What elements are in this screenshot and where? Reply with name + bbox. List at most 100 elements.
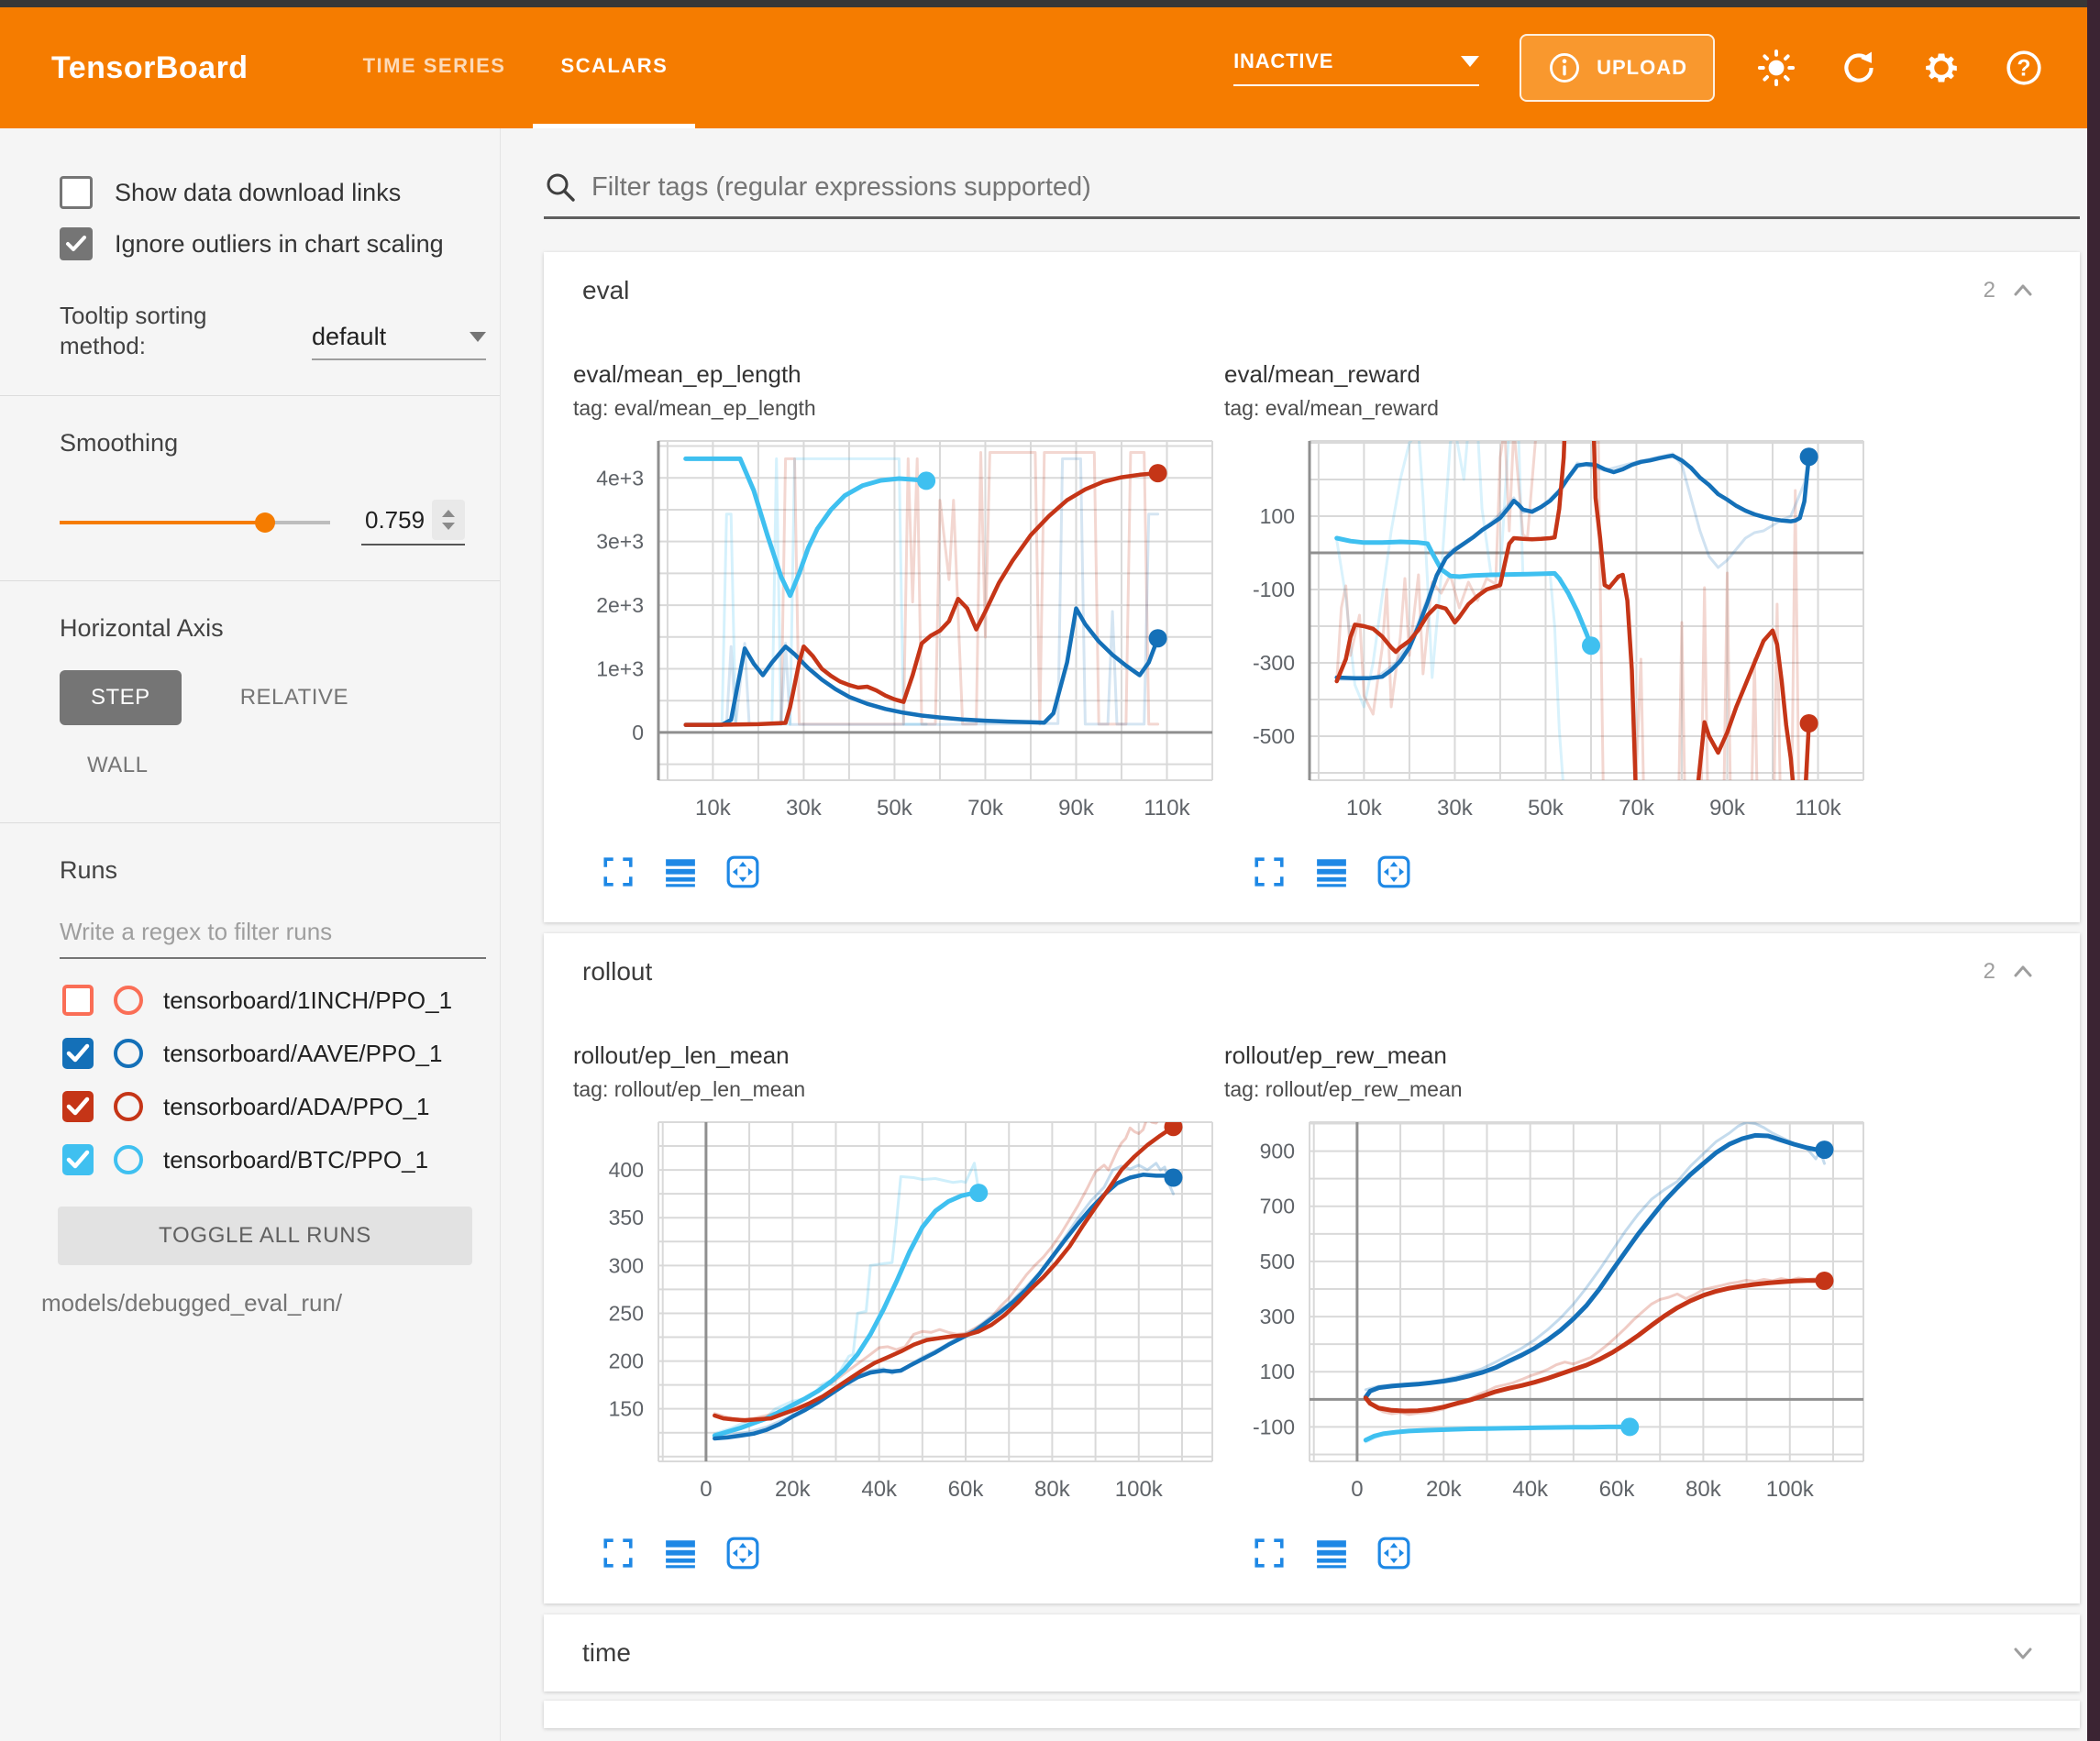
desktop-edge-strip [2087,0,2100,1741]
run-color-circle[interactable] [114,1039,143,1068]
svg-text:110k: 110k [1795,796,1841,821]
line-chart-plot[interactable]: 10k30k50k70k90k110k01e+32e+33e+34e+3 [571,432,1222,849]
info-icon [1547,50,1582,85]
horizontal-axis-heading: Horizontal Axis [60,614,500,643]
svg-text:70k: 70k [967,796,1004,821]
tab-scalars[interactable]: SCALARS [533,7,695,128]
run-checkbox[interactable] [62,985,94,1016]
run-checkbox[interactable] [62,1144,94,1175]
status-dropdown[interactable]: INACTIVE [1233,50,1479,86]
svg-text:10k: 10k [1346,796,1383,821]
section-chart-count: 2 [1984,959,1995,985]
tag-filter-input[interactable] [590,171,2080,204]
log-scale-icon[interactable] [663,1536,698,1570]
tab-time-series[interactable]: TIME SERIES [336,7,534,128]
chart-title: rollout/ep_rew_mean [1224,1041,1873,1070]
chart-title: eval/mean_ep_length [573,360,1222,389]
chart-panel-rollout-ep-rew-mean: rollout/ep_rew_meantag: rollout/ep_rew_m… [1222,1010,1873,1570]
chart-toolbar [601,854,1222,889]
smoothing-slider[interactable] [60,512,330,534]
svg-text:-100: -100 [1253,1415,1295,1438]
series-ada-smoothed [1337,432,1809,849]
fit-domain-icon[interactable] [725,854,760,889]
run-checkbox[interactable] [62,1038,94,1069]
series-aave-raw [1337,454,1809,679]
chart-panel-eval-mean-ep-length: eval/mean_ep_length tag: eval/mean_ep_len… [571,329,1222,889]
tooltip-sorting-dropdown[interactable]: default [312,323,486,360]
run-color-circle[interactable] [114,986,143,1015]
upload-button[interactable]: UPLOAD [1520,34,1715,102]
series-btc-raw [1337,432,1577,849]
tag-filter-bar[interactable] [544,171,2080,219]
charts-row: rollout/ep_len_meantag: rollout/ep_len_m… [544,1010,2080,1603]
section-header-time[interactable]: time [544,1614,2080,1691]
svg-text:100: 100 [1260,1360,1295,1383]
svg-text:40k: 40k [1512,1477,1549,1502]
axis-option-wall[interactable]: WALL [87,744,148,788]
axis-option-relative[interactable]: RELATIVE [209,670,380,725]
expand-chart-icon[interactable] [1252,854,1287,889]
series-btc-smoothed [714,1193,978,1436]
run-checkbox[interactable] [62,1091,94,1122]
expand-chart-icon[interactable] [601,854,636,889]
fit-domain-icon[interactable] [1376,1536,1411,1570]
chart-tag: tag: eval/mean_ep_length [573,396,1222,421]
line-chart-plot[interactable]: 020k40k60k80k100k-100100300500700900 [1222,1113,1873,1530]
smoothing-value-box[interactable]: 0.759 [361,500,465,545]
svg-text:-500: -500 [1253,724,1295,748]
chart-tag: tag: rollout/ep_len_mean [573,1077,1222,1102]
run-row-btc[interactable]: tensorboard/BTC/PPO_1 [62,1144,500,1175]
line-chart-plot[interactable]: 020k40k60k80k100k150200250300350400 [571,1113,1222,1530]
chevron-up-icon[interactable] [2008,276,2038,305]
log-scale-icon[interactable] [1314,1536,1349,1570]
help-icon[interactable]: ? [2003,47,2045,89]
svg-text:80k: 80k [1034,1477,1071,1502]
expand-chart-icon[interactable] [1252,1536,1287,1570]
fit-domain-icon[interactable] [725,1536,760,1570]
slider-knob[interactable] [255,512,275,533]
section-header-right: 2 [1984,957,2038,986]
run-color-circle[interactable] [114,1092,143,1121]
series-end-dot [917,471,935,490]
expand-chart-icon[interactable] [601,1536,636,1570]
show-download-links-checkbox[interactable] [60,176,93,209]
show-download-links-row[interactable]: Show data download links [60,176,500,209]
svg-text:80k: 80k [1686,1477,1722,1502]
run-color-circle[interactable] [114,1145,143,1174]
series-end-dot [1149,464,1167,482]
ignore-outliers-label: Ignore outliers in chart scaling [115,230,444,259]
stepper-up-icon[interactable] [442,510,455,517]
run-row-1inch[interactable]: tensorboard/1INCH/PPO_1 [62,985,500,1016]
refresh-icon[interactable] [1838,47,1880,89]
fit-domain-icon[interactable] [1376,854,1411,889]
stepper-down-icon[interactable] [442,523,455,530]
smoothing-heading: Smoothing [60,429,500,457]
section-header-rollout[interactable]: rollout2 [544,933,2080,1010]
toggle-all-runs-button[interactable]: TOGGLE ALL RUNS [58,1207,472,1265]
svg-text:70k: 70k [1619,796,1655,821]
series-btc-raw [714,1163,978,1434]
ignore-outliers-row[interactable]: Ignore outliers in chart scaling [60,227,500,260]
settings-gear-icon[interactable] [1920,47,1962,89]
svg-text:-100: -100 [1253,578,1295,601]
axis-option-step[interactable]: STEP [60,670,182,725]
smoothing-stepper[interactable] [432,500,465,540]
run-row-aave[interactable]: tensorboard/AAVE/PPO_1 [62,1038,500,1069]
run-row-ada[interactable]: tensorboard/ADA/PPO_1 [62,1091,500,1122]
ignore-outliers-checkbox[interactable] [60,227,93,260]
brightness-icon[interactable] [1755,47,1797,89]
series-btc-smoothed [1365,1427,1630,1439]
section-header-eval[interactable]: eval2 [544,252,2080,329]
chevron-up-icon[interactable] [2008,957,2038,986]
runs-filter-input[interactable] [60,912,486,959]
app-title: TensorBoard [51,50,249,86]
log-scale-icon[interactable] [1314,854,1349,889]
main-content: eval2 eval/mean_ep_length tag: eval/mean_e… [500,128,2087,1741]
search-icon [544,171,577,204]
chevron-down-icon[interactable] [2008,1638,2038,1668]
line-chart-plot[interactable]: 10k30k50k70k90k110k100-100-300-500 [1222,432,1873,849]
svg-text:20k: 20k [1426,1477,1463,1502]
log-scale-icon[interactable] [663,854,698,889]
svg-text:?: ? [2017,56,2030,81]
divider [0,580,500,581]
